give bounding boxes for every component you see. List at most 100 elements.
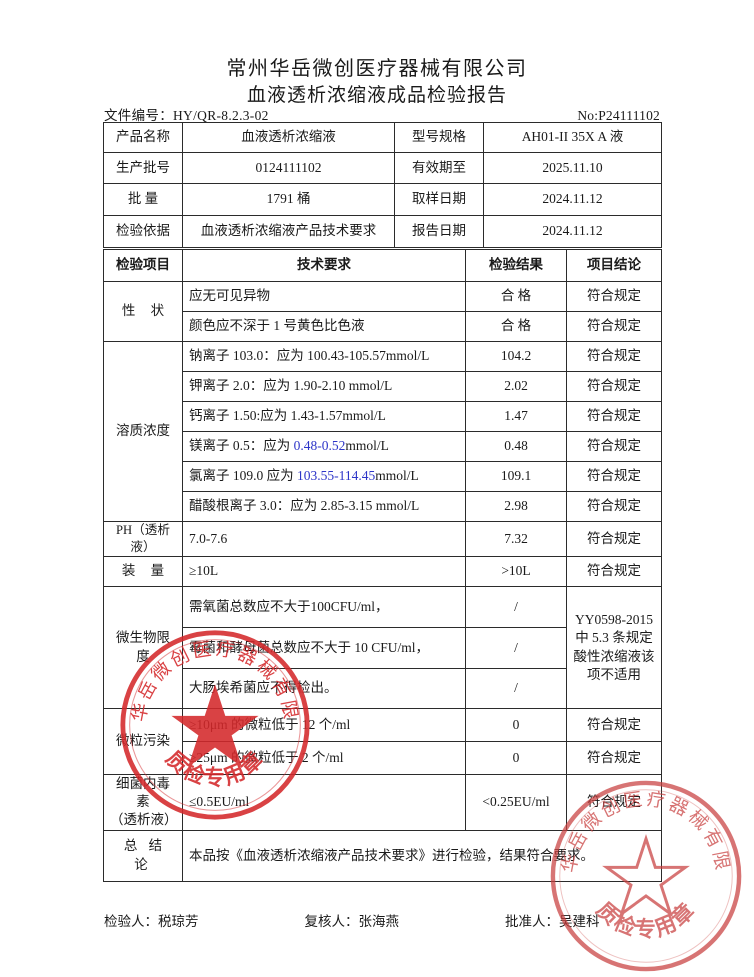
- basis-value: 血液透析浓缩液产品技术要求: [182, 215, 395, 248]
- group-label-appearance: 性 状: [103, 281, 183, 342]
- approver-signature: 批准人：吴建科: [505, 910, 600, 930]
- batch-no-value: 0124111102: [182, 152, 395, 184]
- table-row: 溶质浓度 钠离子 103.0：应为 100.43-105.57mmol/L 10…: [103, 341, 662, 522]
- table-row: 微粒污染 ≥10μm 的微粒低于 12 个/ml 0 符合规定: [103, 708, 662, 775]
- table-row: 细菌内毒素 （透析液） ≤0.5EU/ml <0.25EU/ml 符合规定: [103, 774, 662, 831]
- table-row: 装 量 ≥10L >10L 符合规定: [103, 556, 662, 587]
- requirement-cell: 钙离子 1.50:应为 1.43-1.57mmol/L: [182, 401, 466, 432]
- column-header-conclusion: 项目结论: [566, 249, 662, 282]
- report-date-label: 报告日期: [394, 215, 484, 248]
- conclusion-cell: 符合规定: [566, 431, 662, 462]
- table-row: 钙离子 1.50:应为 1.43-1.57mmol/L 1.47 符合规定: [104, 401, 662, 432]
- table-row: 颜色应不深于 1 号黄色比色液 合 格 符合规定: [104, 311, 662, 342]
- table-row: 生产批号 0124111102 有效期至 2025.11.10: [103, 152, 662, 184]
- final-conclusion-label: 总 结 论: [103, 829, 183, 882]
- result-cell: 合 格: [465, 281, 567, 312]
- report-header: 常州华岳微创医疗器械有限公司 血液透析浓缩液成品检验报告: [0, 56, 754, 109]
- product-name-value: 血液透析浓缩液: [182, 122, 395, 153]
- requirement-cell: 需氧菌总数应不大于100CFU/ml，: [182, 586, 466, 628]
- result-cell: /: [465, 586, 567, 628]
- requirement-cell: ≥25μm 的微粒低于 2 个/ml: [182, 741, 466, 775]
- expiry-label: 有效期至: [394, 152, 484, 184]
- table-row: PH（透析液） 7.0-7.6 7.32 符合规定: [103, 521, 662, 557]
- requirement-cell: ≥10μm 的微粒低于 12 个/ml: [182, 708, 466, 742]
- result-cell: 2.98: [465, 491, 567, 522]
- conclusion-cell: 符合规定: [566, 281, 662, 312]
- conclusion-cell: 符合规定: [566, 521, 662, 557]
- result-cell: 合 格: [465, 311, 567, 342]
- report-date-value: 2024.11.12: [483, 215, 662, 248]
- table-row: 检验依据 血液透析浓缩液产品技术要求 报告日期 2024.11.12: [103, 215, 662, 248]
- column-header-result: 检验结果: [465, 249, 567, 282]
- report-serial-number: No:P24111102: [577, 108, 660, 123]
- table-row: 总 结 论 本品按《血液透析浓缩液产品技术要求》进行检验，结果符合要求。: [103, 829, 662, 882]
- table-row: 微生物限度 需氧菌总数应不大于100CFU/ml， / YY0598-2015 …: [103, 586, 662, 709]
- result-cell: 104.2: [465, 341, 567, 372]
- document-number: 文件编号：HY/QR-8.2.3-02: [104, 108, 269, 123]
- document-number-line: 文件编号：HY/QR-8.2.3-02 No:P24111102: [104, 104, 660, 124]
- conclusion-cell: 符合规定: [566, 556, 662, 587]
- batch-no-label: 生产批号: [103, 152, 183, 184]
- requirement-text-pre: 氯离子 109.0 应为: [189, 468, 297, 484]
- basis-label: 检验依据: [103, 215, 183, 248]
- endotoxin-label-line2: （透析液）: [110, 812, 178, 828]
- requirement-cell: 7.0-7.6: [182, 521, 466, 557]
- table-row: 批 量 1791 桶 取样日期 2024.11.12: [103, 183, 662, 216]
- inspection-results-table: 检验项目 技术要求 检验结果 项目结论 性 状 应无可见异物 合 格 符合规定 …: [103, 249, 662, 882]
- table-row: 产品名称 血液透析浓缩液 型号规格 AH01-II 35X A 液: [103, 122, 662, 153]
- conclusion-cell: 符合规定: [566, 311, 662, 342]
- table-row: 醋酸根离子 3.0：应为 2.85-3.15 mmol/L 2.98 符合规定: [104, 491, 662, 522]
- requirement-cell: 镁离子 0.5：应为 0.48-0.52mmol/L: [182, 431, 466, 462]
- table-row: 性 状 应无可见异物 合 格 符合规定: [103, 281, 662, 342]
- result-cell: /: [465, 627, 567, 669]
- company-name: 常州华岳微创医疗器械有限公司: [226, 58, 528, 80]
- table-row: 钾离子 2.0：应为 1.90-2.10 mmol/L 2.02 符合规定: [104, 371, 662, 402]
- requirement-text-pre: 镁离子 0.5：应为: [189, 438, 294, 454]
- model-spec-label: 型号规格: [394, 122, 484, 153]
- result-cell: 0.48: [465, 431, 567, 462]
- endotoxin-label-line1: 细菌内毒素: [116, 776, 170, 810]
- final-conclusion-text: 本品按《血液透析浓缩液产品技术要求》进行检验，结果符合要求。: [182, 829, 662, 882]
- result-cell: 109.1: [465, 461, 567, 492]
- requirement-cell: 大肠埃希菌应不得检出。: [182, 668, 466, 709]
- requirement-cell: 钠离子 103.0：应为 100.43-105.57mmol/L: [182, 341, 466, 372]
- requirement-range-highlight: 0.48-0.52: [293, 438, 346, 454]
- conclusion-cell: 符合规定: [566, 401, 662, 432]
- signature-row: 检验人：税琼芳 复核人：张海燕 批准人：吴建科: [104, 910, 664, 930]
- requirement-cell: 颜色应不深于 1 号黄色比色液: [182, 311, 466, 342]
- conclusion-cell: 符合规定: [566, 741, 662, 775]
- table-row: 氯离子 109.0 应为 103.55-114.45mmol/L 109.1 符…: [104, 461, 662, 492]
- reviewer-name: 张海燕: [358, 914, 400, 929]
- requirement-range-highlight: 103.55-114.45: [297, 468, 376, 484]
- conclusion-line: 项不适用: [587, 666, 641, 682]
- group-label-particulate: 微粒污染: [103, 708, 183, 775]
- requirement-cell: 钾离子 2.0：应为 1.90-2.10 mmol/L: [182, 371, 466, 402]
- sampling-date-value: 2024.11.12: [483, 183, 662, 216]
- requirement-cell: 氯离子 109.0 应为 103.55-114.45mmol/L: [182, 461, 466, 492]
- approver-name: 吴建科: [559, 914, 600, 929]
- requirement-cell: 醋酸根离子 3.0：应为 2.85-3.15 mmol/L: [182, 491, 466, 522]
- conclusion-cell: 符合规定: [566, 708, 662, 742]
- conclusion-cell: 符合规定: [566, 774, 662, 831]
- conclusion-line: YY0598-2015: [575, 612, 653, 628]
- result-cell: >10L: [465, 556, 567, 587]
- expiry-value: 2025.11.10: [483, 152, 662, 184]
- requirement-text-post: mmol/L: [375, 468, 419, 484]
- result-cell: <0.25EU/ml: [465, 774, 567, 831]
- group-label-ph: PH（透析液）: [103, 521, 183, 557]
- conclusion-cell-microbial: YY0598-2015 中 5.3 条规定 酸性浓缩液该 项不适用: [566, 586, 662, 709]
- result-cell: 1.47: [465, 401, 567, 432]
- group-label-endotoxin: 细菌内毒素 （透析液）: [103, 774, 183, 831]
- conclusion-line: 酸性浓缩液该: [573, 648, 655, 664]
- reviewer-label: 复核人：: [304, 914, 359, 929]
- product-info-table: 产品名称 血液透析浓缩液 型号规格 AH01-II 35X A 液 生产批号 0…: [103, 122, 662, 248]
- inspector-signature: 检验人：税琼芳: [104, 910, 199, 930]
- approver-label: 批准人：: [505, 914, 559, 929]
- group-label-microbial: 微生物限度: [103, 586, 183, 709]
- result-cell: /: [465, 668, 567, 709]
- group-label-solute: 溶质浓度: [103, 341, 183, 522]
- result-cell: 2.02: [465, 371, 567, 402]
- requirement-cell: ≥10L: [182, 556, 466, 587]
- conclusion-line: 中 5.3 条规定: [575, 630, 653, 646]
